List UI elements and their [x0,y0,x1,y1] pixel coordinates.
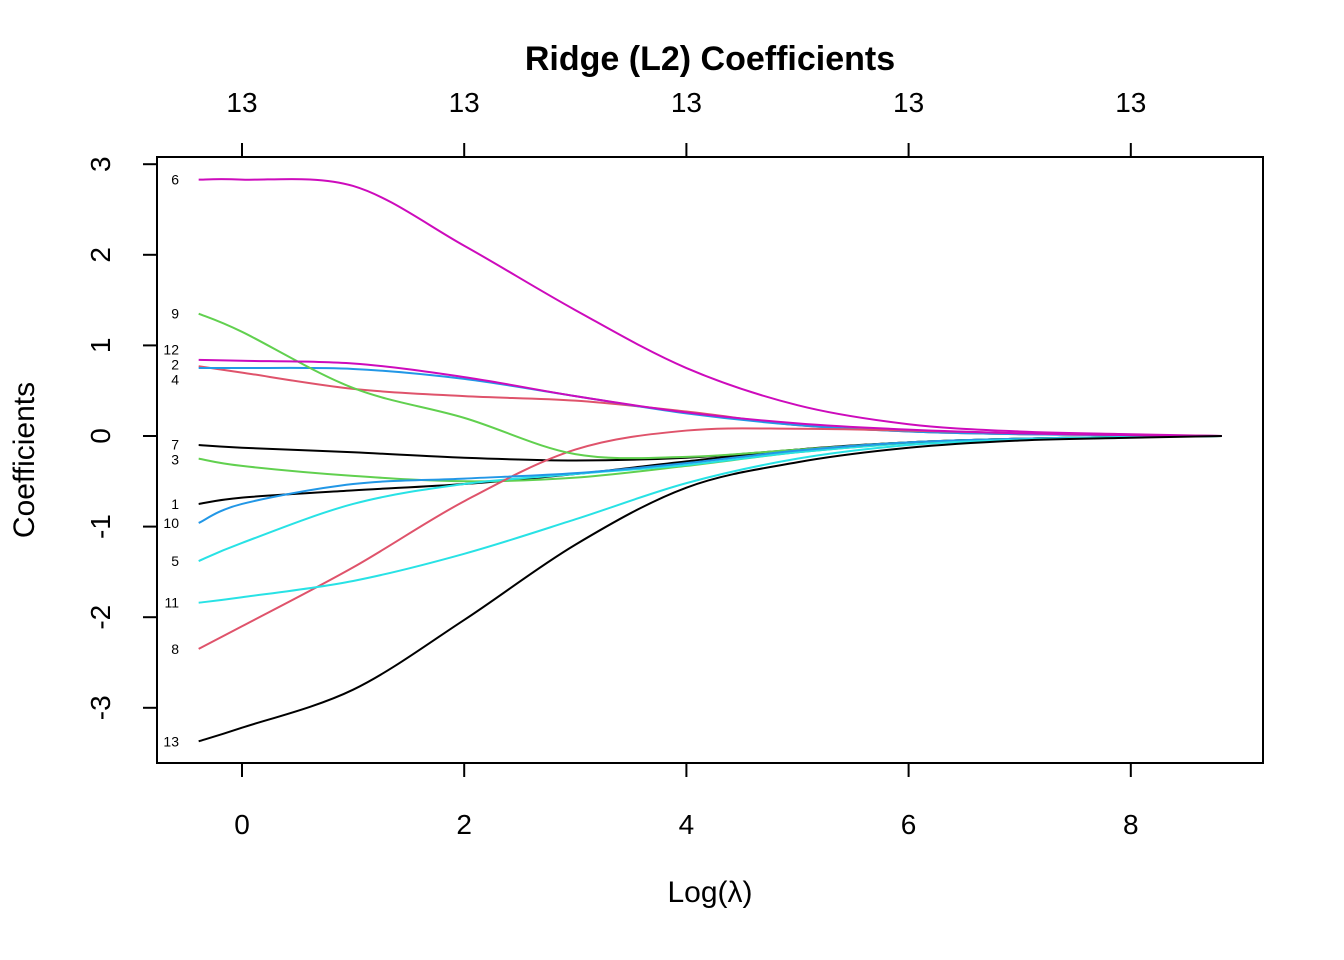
series-label-9: 9 [171,306,179,322]
top-tick-label: 13 [893,87,924,118]
y-tick-label: 1 [85,338,116,354]
chart-title: Ridge (L2) Coefficients [525,40,895,78]
series-line-13 [198,435,1222,743]
series-line-9 [198,312,1222,460]
series-label-11: 11 [164,595,179,611]
top-tick-label: 13 [1115,87,1146,118]
y-tick-label: 3 [85,156,116,172]
x-tick-label: 0 [234,809,250,840]
x-tick-label: 2 [456,809,472,840]
series-line-5 [198,435,1222,562]
series-label-6: 6 [171,172,179,188]
top-tick-label: 13 [226,87,257,118]
series-label-3: 3 [171,451,179,467]
series-line-12 [198,358,1222,437]
y-tick-label: -3 [85,695,116,720]
series-label-5: 5 [171,553,179,569]
series-label-8: 8 [171,641,179,657]
series-line-1 [198,435,1222,505]
series-label-12: 12 [163,342,179,358]
series-label-7: 7 [171,436,179,452]
series-line-6 [198,178,1222,437]
x-tick-label: 8 [1123,809,1139,840]
x-axis-label: Log(λ) [667,876,752,909]
series-label-13: 13 [163,733,179,749]
y-tick-label: 2 [85,247,116,263]
y-tick-label: -2 [85,605,116,630]
y-tick-label: -1 [85,514,116,539]
top-tick-label: 13 [671,87,702,118]
y-tick-label: 0 [85,428,116,444]
x-tick-label: 4 [679,809,695,840]
y-axis-label: Coefficients [8,382,41,538]
x-tick-label: 6 [901,809,917,840]
series-label-1: 1 [171,496,179,512]
series-label-4: 4 [171,372,179,388]
series-label-2: 2 [171,357,179,373]
top-tick-label: 13 [449,87,480,118]
plot-frame [156,156,1264,764]
series-label-10: 10 [163,515,179,531]
